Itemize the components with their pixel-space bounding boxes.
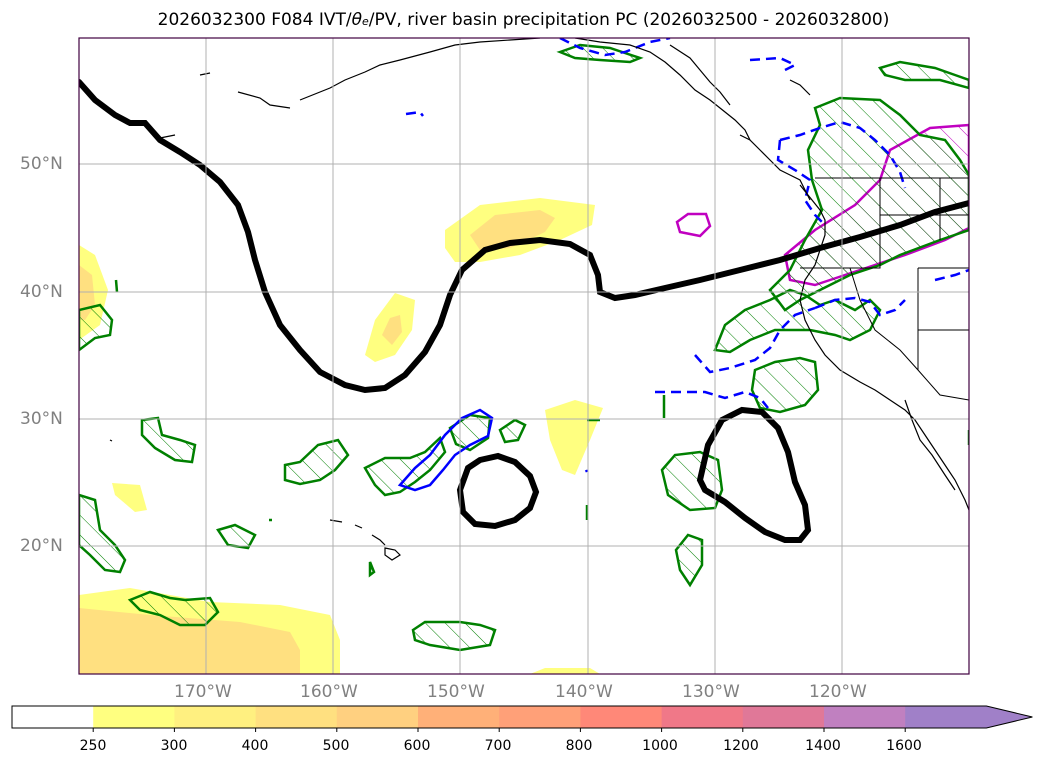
gridlines (79, 38, 969, 674)
colorbar-tick-400: 400 (241, 738, 269, 754)
lat-label-20n: 20°N (20, 536, 63, 556)
lon-label-170w: 170°W (174, 682, 232, 702)
blue-contours (397, 38, 969, 492)
map-frame (78, 37, 970, 675)
map-title: 2026032300 F084 IVT/θe/PV, river basin p… (157, 10, 890, 30)
colorbar-tick-1200: 1200 (723, 738, 759, 754)
colorbar-segment (174, 706, 257, 728)
colorbar-outline (11, 705, 1033, 729)
lon-label-130w: 130°W (682, 682, 740, 702)
pv-contours (79, 79, 969, 543)
lat-label-50n: 50°N (20, 154, 63, 174)
colorbar-tick-1600: 1600 (886, 738, 922, 754)
colorbar-tick-800: 800 (565, 738, 593, 754)
colorbar-tick-1400: 1400 (805, 738, 841, 754)
colorbar-tick-300: 300 (160, 738, 188, 754)
colorbar-segment (905, 706, 987, 728)
lon-label-150w: 150°W (427, 682, 485, 702)
colorbar-segment (418, 706, 500, 728)
colorbar-segment (661, 706, 744, 728)
lat-label-30n: 30°N (20, 409, 63, 429)
colorbar-tick-600: 600 (403, 738, 431, 754)
colorbar-extend-arrow (986, 706, 1033, 728)
lat-label-40n: 40°N (20, 282, 63, 302)
coastlines (109, 38, 969, 561)
lon-label-160w: 160°W (300, 682, 358, 702)
colorbar-tick-700: 700 (484, 738, 512, 754)
lon-label-120w: 120°W (809, 682, 867, 702)
colorbar-tick-250: 250 (79, 738, 107, 754)
colorbar-tick-500: 500 (322, 738, 350, 754)
colorbar-segment (93, 706, 175, 728)
colorbar-segment (336, 706, 419, 728)
lon-label-140w: 140°W (555, 682, 613, 702)
colorbar-segment (12, 706, 94, 728)
colorbar-segment (499, 706, 581, 728)
colorbar-segment (742, 706, 825, 728)
ivt-shading-300 (79, 210, 555, 674)
green-precip-regions (79, 43, 969, 652)
colorbar-segment (580, 706, 663, 728)
political-borders (800, 177, 969, 401)
green-small-contours (114, 279, 969, 522)
colorbar-segment (255, 706, 338, 728)
colorbar-tick-1000: 1000 (642, 738, 678, 754)
colorbar (11, 705, 1033, 732)
colorbar-segment (824, 706, 906, 728)
